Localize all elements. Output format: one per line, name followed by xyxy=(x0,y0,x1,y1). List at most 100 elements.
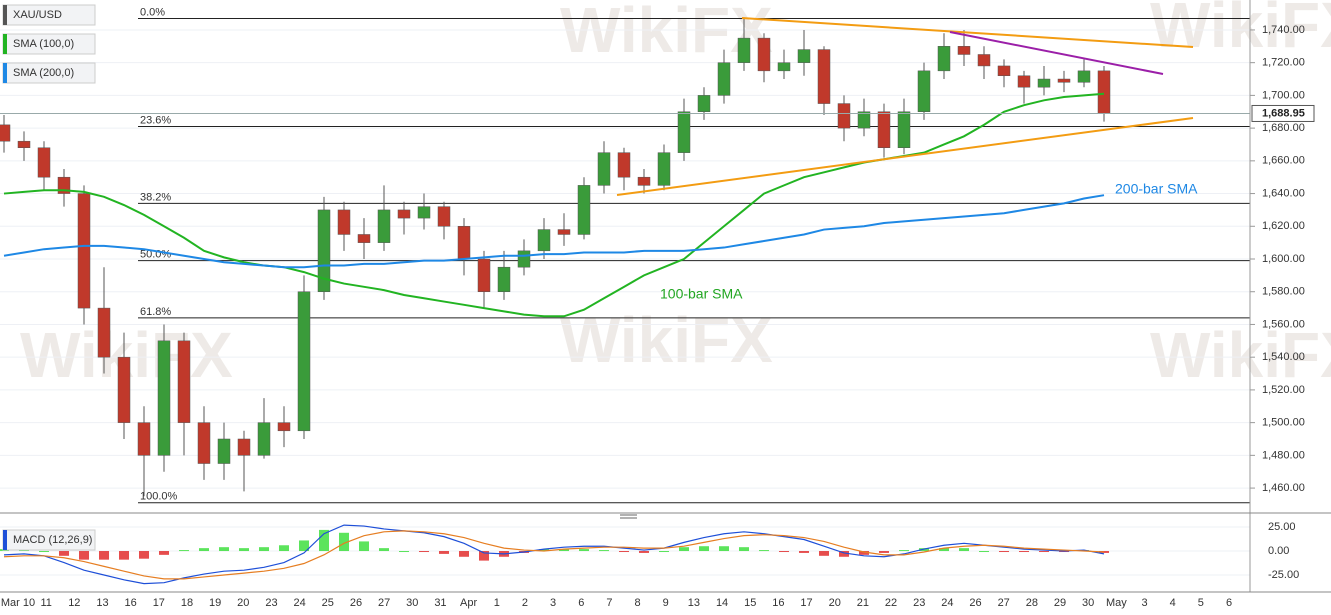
candle-body xyxy=(157,340,171,456)
y-tick-label: 1,480.00 xyxy=(1262,449,1305,461)
x-tick-label: 21 xyxy=(857,597,869,609)
x-tick-label: 25 xyxy=(322,597,334,609)
y-tick-label: 1,620.00 xyxy=(1262,220,1305,232)
candle-body xyxy=(777,62,791,72)
candle-body xyxy=(177,340,191,423)
annotation: 100-bar SMA xyxy=(660,286,743,302)
x-tick-label: 1 xyxy=(494,597,500,609)
x-tick-label: 29 xyxy=(1054,597,1066,609)
marks: 0.0% 23.6% 38.2% 50.0% 61.8% 100.0% xyxy=(0,6,1250,585)
x-tick-label: 4 xyxy=(1170,597,1176,609)
x-tick-label: 26 xyxy=(969,597,981,609)
x-tick-label: 19 xyxy=(209,597,221,609)
histogram-bar xyxy=(739,547,749,552)
legend: XAU/USD SMA (100,0) SMA (200,0) MACD (12,26… xyxy=(2,4,96,551)
y-tick-label: 1,520.00 xyxy=(1262,384,1305,396)
histogram-bar xyxy=(379,548,389,552)
histogram-bar xyxy=(119,551,129,560)
y-tick-label: 1,500.00 xyxy=(1262,417,1305,429)
x-tick-label: May xyxy=(1106,597,1127,609)
histogram-bar xyxy=(479,551,489,561)
candle-body xyxy=(237,438,251,456)
x-tick-label: 13 xyxy=(688,597,700,609)
pane-handle[interactable] xyxy=(620,514,637,519)
histogram-bar xyxy=(319,529,329,552)
legend-label: SMA (200,0) xyxy=(13,67,74,79)
x-tick-label: 24 xyxy=(294,597,306,609)
x-tick-label: 17 xyxy=(153,597,165,609)
x-tick-label: 6 xyxy=(578,597,584,609)
histogram-bar xyxy=(619,551,629,553)
candle-body xyxy=(1077,70,1091,83)
candle-body xyxy=(137,422,151,456)
x-tick-label: 30 xyxy=(1082,597,1094,609)
histogram-bar xyxy=(539,549,549,552)
legend-label: XAU/USD xyxy=(13,9,62,21)
candle-body xyxy=(257,422,271,456)
histogram-bar xyxy=(279,545,289,552)
candle-body xyxy=(977,54,991,67)
histogram-bar xyxy=(359,541,369,552)
histogram-bar xyxy=(939,548,949,552)
candle-body xyxy=(757,37,771,72)
y-tick-label: 1,540.00 xyxy=(1262,351,1305,363)
x-tick-label: 12 xyxy=(68,597,80,609)
candle-body xyxy=(417,206,431,219)
candle-body xyxy=(697,95,711,113)
histogram-bar xyxy=(799,551,809,553)
trend-line xyxy=(741,17,1194,48)
y-tick-label: 1,600.00 xyxy=(1262,253,1305,265)
candle-body xyxy=(477,258,491,292)
candle-body xyxy=(1057,78,1071,83)
candle-body xyxy=(1097,70,1111,114)
candle-body xyxy=(897,111,911,148)
histogram-bar xyxy=(259,547,269,552)
legend-swatch xyxy=(3,63,7,83)
candle-body xyxy=(817,49,831,104)
x-tick-label: 6 xyxy=(1226,597,1232,609)
candle-body xyxy=(277,422,291,432)
x-tick-label: 18 xyxy=(181,597,193,609)
candle-body xyxy=(17,140,31,148)
fib-label: 23.6% xyxy=(140,114,171,126)
legend-swatch xyxy=(3,34,7,54)
legend-swatch xyxy=(3,5,7,25)
y-tick-label: 1,580.00 xyxy=(1262,286,1305,298)
candle-body xyxy=(857,111,871,129)
histogram-bar xyxy=(899,550,909,552)
macd-line xyxy=(3,530,1105,580)
last-price-label: 1,688.95 xyxy=(1262,107,1305,119)
candle-body xyxy=(397,209,411,219)
histogram-bar xyxy=(1039,551,1049,553)
y-tick-label: 1,700.00 xyxy=(1262,89,1305,101)
candle-body xyxy=(197,422,211,464)
histogram-bar xyxy=(1019,551,1029,553)
x-tick-label: 3 xyxy=(550,597,556,609)
histogram-bar xyxy=(399,551,409,553)
y-tick-label: 1,740.00 xyxy=(1262,24,1305,36)
x-tick-label: 8 xyxy=(635,597,641,609)
y-tick-label: 1,680.00 xyxy=(1262,122,1305,134)
candle-body xyxy=(117,356,131,423)
candle-body xyxy=(37,147,51,178)
candle-body xyxy=(517,250,531,268)
y-tick-label: 1,720.00 xyxy=(1262,57,1305,69)
histogram-bar xyxy=(599,550,609,552)
histogram-bar xyxy=(339,532,349,552)
histogram-bar xyxy=(759,550,769,552)
x-tick-label: 20 xyxy=(237,597,249,609)
x-tick-label: 9 xyxy=(663,597,669,609)
candle-body xyxy=(577,185,591,235)
candle-body xyxy=(597,152,611,186)
candle-body xyxy=(337,209,351,235)
fib-label: 0.0% xyxy=(140,6,165,18)
y-tick-label: 25.00 xyxy=(1268,521,1296,533)
legend-label: MACD (12,26,9) xyxy=(13,534,92,546)
histogram-bar xyxy=(699,546,709,552)
histogram-bar xyxy=(59,551,69,556)
x-tick-label: 2 xyxy=(522,597,528,609)
macd-line xyxy=(3,524,1105,585)
candle-body xyxy=(917,70,931,113)
y-tick-label: 1,460.00 xyxy=(1262,482,1305,494)
histogram-bar xyxy=(819,551,829,556)
